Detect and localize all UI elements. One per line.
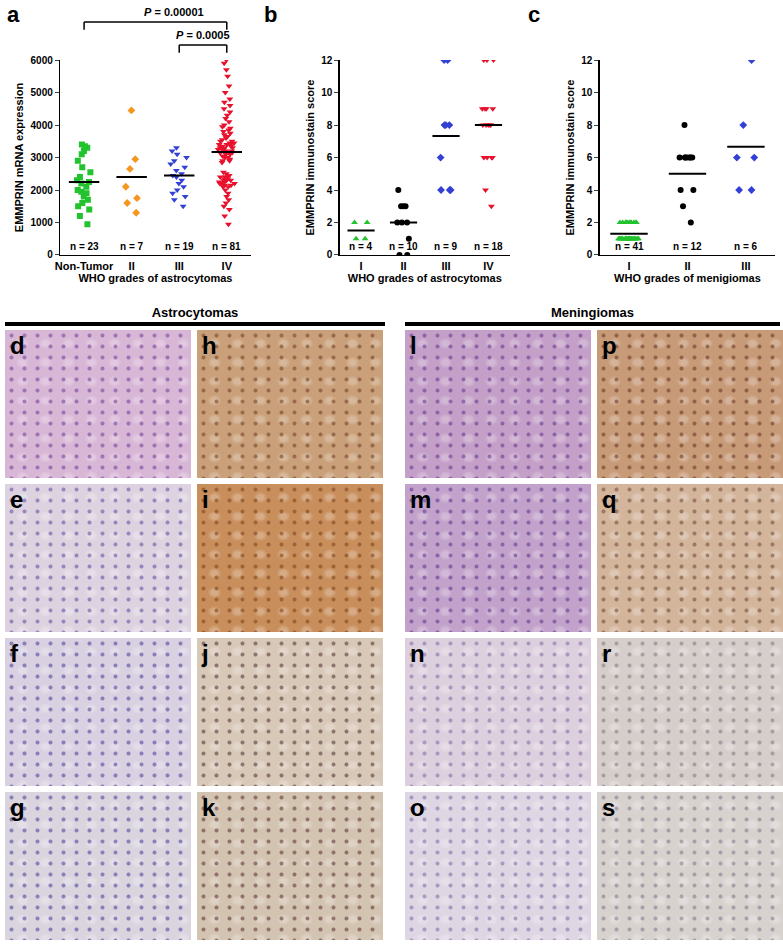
svg-text:0: 0: [327, 249, 333, 260]
svg-text:2000: 2000: [31, 185, 54, 196]
html-text:d: d: [10, 332, 25, 359]
svg-text:WHO grades of menigiomas: WHO grades of menigiomas: [614, 272, 761, 284]
svg-text:8: 8: [327, 120, 333, 131]
svg-text:n = 81: n = 81: [212, 241, 241, 252]
svg-text:n = 19: n = 19: [165, 241, 194, 252]
svg-text:IV: IV: [222, 260, 233, 272]
html-text:r: r: [602, 640, 612, 667]
svg-text:4000: 4000: [31, 120, 54, 131]
svg-text:P = 0.0005: P = 0.0005: [176, 29, 230, 41]
svg-text:n = 6: n = 6: [734, 241, 758, 252]
html-text:i: i: [202, 486, 209, 513]
html-text:Meningiomas: Meningiomas: [551, 305, 634, 320]
svg-text:2: 2: [587, 217, 593, 228]
svg-text:0: 0: [47, 249, 53, 260]
svg-text:II: II: [684, 260, 690, 272]
svg-text:6: 6: [587, 152, 593, 163]
svg-text:IV: IV: [483, 260, 494, 272]
svg-text:4: 4: [587, 185, 593, 196]
html-text:g: g: [10, 794, 25, 821]
svg-text:6000: 6000: [31, 55, 54, 66]
svg-text:P = 0.00001: P = 0.00001: [144, 6, 204, 18]
svg-text:4: 4: [327, 185, 333, 196]
svg-text:n = 4: n = 4: [349, 241, 373, 252]
html-text:q: q: [602, 486, 617, 513]
svg-text:a: a: [7, 2, 20, 27]
svg-text:EMMPRIN mRNA expression: EMMPRIN mRNA expression: [13, 83, 25, 233]
svg-text:1000: 1000: [31, 217, 54, 228]
html-text:l: l: [410, 332, 417, 359]
svg-text:0: 0: [587, 249, 593, 260]
html-text:m: m: [410, 486, 432, 513]
svg-text:10: 10: [321, 87, 333, 98]
html-text:k: k: [202, 794, 216, 821]
svg-text:I: I: [360, 260, 363, 272]
svg-text:8: 8: [587, 120, 593, 131]
svg-text:2: 2: [327, 217, 333, 228]
svg-text:II: II: [400, 260, 406, 272]
svg-text:III: III: [741, 260, 750, 272]
svg-text:Non-Tumor: Non-Tumor: [55, 260, 114, 272]
svg-text:III: III: [175, 260, 184, 272]
svg-text:3000: 3000: [31, 152, 54, 163]
html-text:e: e: [10, 486, 24, 513]
svg-text:12: 12: [581, 55, 593, 66]
html-text:h: h: [202, 332, 217, 359]
html-text:j: j: [202, 640, 209, 667]
html-text:n: n: [410, 640, 425, 667]
html-text:f: f: [10, 640, 18, 667]
svg-text:c: c: [528, 2, 540, 27]
svg-text:II: II: [129, 260, 135, 272]
svg-text:n = 12: n = 12: [673, 241, 702, 252]
svg-text:n = 10: n = 10: [389, 241, 418, 252]
html-text:s: s: [602, 794, 616, 821]
svg-text:EMMPRIN immunostain score: EMMPRIN immunostain score: [564, 80, 576, 236]
svg-text:12: 12: [321, 55, 333, 66]
html-text:p: p: [602, 332, 617, 359]
svg-text:n = 41: n = 41: [615, 241, 644, 252]
svg-text:n = 7: n = 7: [120, 241, 144, 252]
svg-text:WHO grades of astrocytomas: WHO grades of astrocytomas: [348, 272, 502, 284]
svg-text:10: 10: [581, 87, 593, 98]
svg-text:5000: 5000: [31, 87, 54, 98]
svg-text:EMMPRIN immunostain score: EMMPRIN immunostain score: [304, 80, 316, 236]
svg-text:WHO grades of astrocytomas: WHO grades of astrocytomas: [78, 272, 232, 284]
svg-text:n = 23: n = 23: [70, 241, 99, 252]
html-text:Astrocytomas: Astrocytomas: [151, 305, 239, 320]
html-text:o: o: [410, 794, 425, 821]
svg-text:n = 18: n = 18: [474, 241, 503, 252]
svg-text:6: 6: [327, 152, 333, 163]
svg-text:b: b: [264, 2, 277, 27]
svg-text:n = 9: n = 9: [434, 241, 458, 252]
svg-text:I: I: [627, 260, 630, 272]
svg-text:III: III: [441, 260, 450, 272]
